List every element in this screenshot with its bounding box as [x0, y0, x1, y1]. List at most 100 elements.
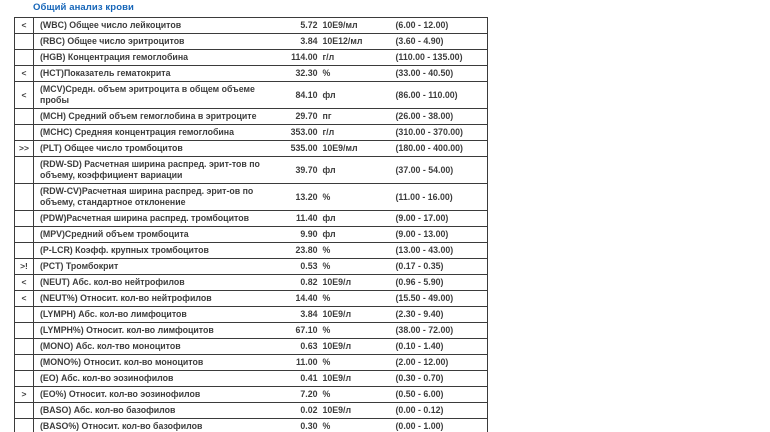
- test-name: (MCH) Средний объем гемоглобина в эритро…: [33, 108, 274, 125]
- reference-range: (0.00 - 0.12): [392, 402, 488, 419]
- table-row: >> (PLT) Общее число тромбоцитов 535.00 …: [14, 140, 488, 157]
- reference-range: (33.00 - 40.50): [392, 65, 488, 82]
- result-value: 353.00: [273, 124, 320, 141]
- result-unit: 10E9/мл: [319, 140, 393, 157]
- result-unit: г/л: [319, 124, 393, 141]
- flag-cell: >>: [14, 140, 34, 157]
- test-name: (P-LCR) Коэфф. крупных тромбоцитов: [33, 242, 274, 259]
- result-unit: %: [319, 354, 393, 371]
- result-unit: фл: [319, 156, 393, 184]
- reference-range: (11.00 - 16.00): [392, 183, 488, 211]
- result-unit: %: [319, 258, 393, 275]
- table-row: < (MCV)Средн. объем эритроцита в общем о…: [14, 81, 488, 109]
- reference-range: (110.00 - 135.00): [392, 49, 488, 66]
- table-row: (MCH) Средний объем гемоглобина в эритро…: [14, 108, 488, 125]
- test-name: (MPV)Средний объем тромбоцита: [33, 226, 274, 243]
- reference-range: (15.50 - 49.00): [392, 290, 488, 307]
- result-value: 0.53: [273, 258, 320, 275]
- reference-range: (38.00 - 72.00): [392, 322, 488, 339]
- table-row: (LYMPH%) Относит. кол-во лимфоцитов 67.1…: [14, 322, 488, 339]
- test-name: (BASO%) Относит. кол-во базофилов: [33, 418, 274, 432]
- result-unit: 10E12/мл: [319, 33, 393, 50]
- reference-range: (13.00 - 43.00): [392, 242, 488, 259]
- result-value: 535.00: [273, 140, 320, 157]
- flag-cell: [14, 418, 34, 432]
- result-value: 32.30: [273, 65, 320, 82]
- test-name: (LYMPH) Абс. кол-во лимфоцитов: [33, 306, 274, 323]
- test-name: (EO) Абс. кол-во эозинофилов: [33, 370, 274, 387]
- flag-cell: [14, 370, 34, 387]
- test-name: (WBC) Общее число лейкоцитов: [33, 17, 274, 34]
- test-name: (EO%) Относит. кол-во эозинофилов: [33, 386, 274, 403]
- reference-range: (0.50 - 6.00): [392, 386, 488, 403]
- result-value: 114.00: [273, 49, 320, 66]
- reference-range: (180.00 - 400.00): [392, 140, 488, 157]
- test-name: (MONO) Абс. кол-тво моноцитов: [33, 338, 274, 355]
- result-unit: фл: [319, 81, 393, 109]
- reference-range: (9.00 - 13.00): [392, 226, 488, 243]
- test-name: (BASO) Абс. кол-во базофилов: [33, 402, 274, 419]
- table-row: < (WBC) Общее число лейкоцитов 5.72 10E9…: [14, 17, 488, 34]
- reference-range: (2.30 - 9.40): [392, 306, 488, 323]
- table-row: (EO) Абс. кол-во эозинофилов 0.41 10E9/л…: [14, 370, 488, 387]
- cbc-results-table: < (WBC) Общее число лейкоцитов 5.72 10E9…: [14, 17, 488, 432]
- flag-cell: [14, 33, 34, 50]
- results-table-body: < (WBC) Общее число лейкоцитов 5.72 10E9…: [14, 17, 488, 432]
- flag-cell: [14, 402, 34, 419]
- result-value: 5.72: [273, 17, 320, 34]
- section-title: Общий анализ крови: [33, 2, 134, 13]
- test-name: (RBC) Общее число эритроцитов: [33, 33, 274, 50]
- result-unit: 10E9/л: [319, 274, 393, 291]
- result-unit: %: [319, 386, 393, 403]
- flag-cell: [14, 108, 34, 125]
- result-value: 0.02: [273, 402, 320, 419]
- flag-cell: [14, 124, 34, 141]
- test-name: (PDW)Расчетная ширина распред. тромбоцит…: [33, 210, 274, 227]
- flag-cell: [14, 306, 34, 323]
- result-unit: фл: [319, 226, 393, 243]
- test-name: (RDW-SD) Расчетная ширина распред. эрит-…: [33, 156, 274, 184]
- flag-cell: [14, 354, 34, 371]
- result-unit: 10E9/л: [319, 402, 393, 419]
- result-value: 23.80: [273, 242, 320, 259]
- flag-cell: <: [14, 17, 34, 34]
- test-name: (MCV)Средн. объем эритроцита в общем объ…: [33, 81, 274, 109]
- table-row: (BASO%) Относит. кол-во базофилов 0.30 %…: [14, 418, 488, 432]
- table-row: < (NEUT%) Относит. кол-во нейтрофилов 14…: [14, 290, 488, 307]
- reference-range: (37.00 - 54.00): [392, 156, 488, 184]
- reference-range: (310.00 - 370.00): [392, 124, 488, 141]
- table-row: (RDW-SD) Расчетная ширина распред. эрит-…: [14, 156, 488, 184]
- reference-range: (86.00 - 110.00): [392, 81, 488, 109]
- table-row: (RBC) Общее число эритроцитов 3.84 10E12…: [14, 33, 488, 50]
- flag-cell: [14, 210, 34, 227]
- result-value: 0.30: [273, 418, 320, 432]
- flag-cell: [14, 242, 34, 259]
- test-name: (MONO%) Относит. кол-во моноцитов: [33, 354, 274, 371]
- table-row: > (EO%) Относит. кол-во эозинофилов 7.20…: [14, 386, 488, 403]
- result-value: 13.20: [273, 183, 320, 211]
- test-name: (RDW-CV)Расчетная ширина распред. эрит-о…: [33, 183, 274, 211]
- result-value: 7.20: [273, 386, 320, 403]
- test-name: (HGB) Концентрация гемоглобина: [33, 49, 274, 66]
- result-value: 29.70: [273, 108, 320, 125]
- table-row: (P-LCR) Коэфф. крупных тромбоцитов 23.80…: [14, 242, 488, 259]
- result-unit: пг: [319, 108, 393, 125]
- result-value: 0.82: [273, 274, 320, 291]
- result-value: 39.70: [273, 156, 320, 184]
- reference-range: (0.10 - 1.40): [392, 338, 488, 355]
- test-name: (PCT) Тромбокрит: [33, 258, 274, 275]
- result-unit: %: [319, 418, 393, 432]
- flag-cell: <: [14, 81, 34, 109]
- flag-cell: <: [14, 274, 34, 291]
- result-value: 9.90: [273, 226, 320, 243]
- table-row: (RDW-CV)Расчетная ширина распред. эрит-о…: [14, 183, 488, 211]
- table-row: (BASO) Абс. кол-во базофилов 0.02 10E9/л…: [14, 402, 488, 419]
- result-unit: %: [319, 65, 393, 82]
- reference-range: (0.17 - 0.35): [392, 258, 488, 275]
- result-value: 11.40: [273, 210, 320, 227]
- table-row: (MPV)Средний объем тромбоцита 9.90 фл (9…: [14, 226, 488, 243]
- test-name: (NEUT) Абс. кол-во нейтрофилов: [33, 274, 274, 291]
- result-unit: фл: [319, 210, 393, 227]
- table-row: (LYMPH) Абс. кол-во лимфоцитов 3.84 10E9…: [14, 306, 488, 323]
